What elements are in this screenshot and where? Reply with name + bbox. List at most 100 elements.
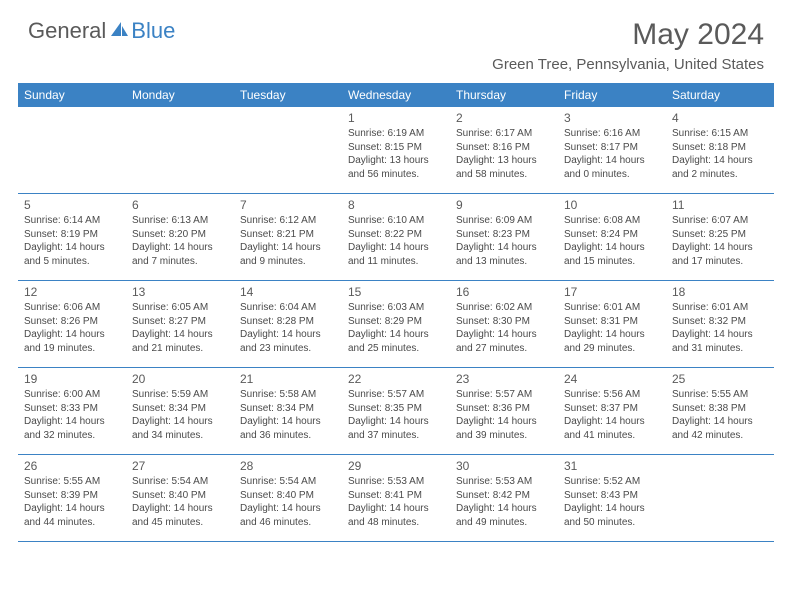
day-sunrise: Sunrise: 5:53 AM bbox=[456, 475, 554, 489]
day-daylight1: Daylight: 14 hours bbox=[564, 154, 662, 168]
day-daylight1: Daylight: 14 hours bbox=[348, 241, 446, 255]
day-daylight2: and 25 minutes. bbox=[348, 342, 446, 356]
day-daylight1: Daylight: 14 hours bbox=[240, 415, 338, 429]
day-daylight2: and 23 minutes. bbox=[240, 342, 338, 356]
day-sunset: Sunset: 8:30 PM bbox=[456, 315, 554, 329]
title-block: May 2024 Green Tree, Pennsylvania, Unite… bbox=[492, 18, 764, 73]
day-number: 19 bbox=[24, 371, 122, 387]
header: General Blue May 2024 Green Tree, Pennsy… bbox=[0, 0, 792, 77]
day-daylight2: and 21 minutes. bbox=[132, 342, 230, 356]
day-daylight2: and 48 minutes. bbox=[348, 516, 446, 530]
day-cell: 11Sunrise: 6:07 AMSunset: 8:25 PMDayligh… bbox=[666, 194, 774, 280]
month-title: May 2024 bbox=[492, 18, 764, 52]
day-cell: 27Sunrise: 5:54 AMSunset: 8:40 PMDayligh… bbox=[126, 455, 234, 541]
day-sunset: Sunset: 8:23 PM bbox=[456, 228, 554, 242]
day-sunset: Sunset: 8:43 PM bbox=[564, 489, 662, 503]
day-header-row: Sunday Monday Tuesday Wednesday Thursday… bbox=[18, 84, 774, 107]
day-sunrise: Sunrise: 5:59 AM bbox=[132, 388, 230, 402]
day-cell: 31Sunrise: 5:52 AMSunset: 8:43 PMDayligh… bbox=[558, 455, 666, 541]
day-sunset: Sunset: 8:33 PM bbox=[24, 402, 122, 416]
logo-sail-icon bbox=[109, 20, 129, 43]
day-header-saturday: Saturday bbox=[666, 84, 774, 107]
day-daylight2: and 15 minutes. bbox=[564, 255, 662, 269]
day-sunset: Sunset: 8:26 PM bbox=[24, 315, 122, 329]
day-number: 29 bbox=[348, 458, 446, 474]
day-header-tuesday: Tuesday bbox=[234, 84, 342, 107]
day-daylight1: Daylight: 14 hours bbox=[456, 241, 554, 255]
day-sunset: Sunset: 8:34 PM bbox=[240, 402, 338, 416]
day-daylight1: Daylight: 14 hours bbox=[348, 502, 446, 516]
week-row: 19Sunrise: 6:00 AMSunset: 8:33 PMDayligh… bbox=[18, 368, 774, 455]
day-number: 18 bbox=[672, 284, 770, 300]
day-sunset: Sunset: 8:18 PM bbox=[672, 141, 770, 155]
day-sunrise: Sunrise: 5:54 AM bbox=[132, 475, 230, 489]
weeks-container: 1Sunrise: 6:19 AMSunset: 8:15 PMDaylight… bbox=[18, 107, 774, 542]
day-number: 12 bbox=[24, 284, 122, 300]
day-daylight1: Daylight: 13 hours bbox=[348, 154, 446, 168]
day-daylight2: and 27 minutes. bbox=[456, 342, 554, 356]
day-daylight2: and 17 minutes. bbox=[672, 255, 770, 269]
day-daylight2: and 37 minutes. bbox=[348, 429, 446, 443]
day-sunrise: Sunrise: 6:08 AM bbox=[564, 214, 662, 228]
day-number: 15 bbox=[348, 284, 446, 300]
day-number: 3 bbox=[564, 110, 662, 126]
day-sunrise: Sunrise: 6:07 AM bbox=[672, 214, 770, 228]
day-daylight1: Daylight: 14 hours bbox=[672, 415, 770, 429]
day-daylight2: and 11 minutes. bbox=[348, 255, 446, 269]
day-daylight1: Daylight: 14 hours bbox=[240, 241, 338, 255]
day-sunset: Sunset: 8:31 PM bbox=[564, 315, 662, 329]
day-daylight2: and 9 minutes. bbox=[240, 255, 338, 269]
day-daylight2: and 34 minutes. bbox=[132, 429, 230, 443]
day-sunrise: Sunrise: 6:01 AM bbox=[672, 301, 770, 315]
day-number: 17 bbox=[564, 284, 662, 300]
day-number: 28 bbox=[240, 458, 338, 474]
day-number: 16 bbox=[456, 284, 554, 300]
day-daylight2: and 45 minutes. bbox=[132, 516, 230, 530]
day-sunset: Sunset: 8:27 PM bbox=[132, 315, 230, 329]
day-number: 1 bbox=[348, 110, 446, 126]
day-cell: 23Sunrise: 5:57 AMSunset: 8:36 PMDayligh… bbox=[450, 368, 558, 454]
day-daylight2: and 46 minutes. bbox=[240, 516, 338, 530]
day-cell: 7Sunrise: 6:12 AMSunset: 8:21 PMDaylight… bbox=[234, 194, 342, 280]
day-cell: 4Sunrise: 6:15 AMSunset: 8:18 PMDaylight… bbox=[666, 107, 774, 193]
day-daylight1: Daylight: 14 hours bbox=[24, 415, 122, 429]
day-sunrise: Sunrise: 5:57 AM bbox=[456, 388, 554, 402]
day-daylight1: Daylight: 14 hours bbox=[24, 241, 122, 255]
day-header-monday: Monday bbox=[126, 84, 234, 107]
day-sunset: Sunset: 8:40 PM bbox=[132, 489, 230, 503]
day-sunset: Sunset: 8:38 PM bbox=[672, 402, 770, 416]
week-row: 1Sunrise: 6:19 AMSunset: 8:15 PMDaylight… bbox=[18, 107, 774, 194]
day-header-sunday: Sunday bbox=[18, 84, 126, 107]
day-daylight1: Daylight: 14 hours bbox=[564, 415, 662, 429]
day-cell: 13Sunrise: 6:05 AMSunset: 8:27 PMDayligh… bbox=[126, 281, 234, 367]
logo: General Blue bbox=[28, 18, 175, 44]
day-cell: 24Sunrise: 5:56 AMSunset: 8:37 PMDayligh… bbox=[558, 368, 666, 454]
day-sunset: Sunset: 8:24 PM bbox=[564, 228, 662, 242]
day-sunset: Sunset: 8:20 PM bbox=[132, 228, 230, 242]
day-sunrise: Sunrise: 5:52 AM bbox=[564, 475, 662, 489]
day-sunset: Sunset: 8:42 PM bbox=[456, 489, 554, 503]
day-number: 20 bbox=[132, 371, 230, 387]
day-sunset: Sunset: 8:41 PM bbox=[348, 489, 446, 503]
day-daylight2: and 58 minutes. bbox=[456, 168, 554, 182]
day-sunset: Sunset: 8:28 PM bbox=[240, 315, 338, 329]
day-number: 23 bbox=[456, 371, 554, 387]
day-daylight1: Daylight: 13 hours bbox=[456, 154, 554, 168]
day-cell: 21Sunrise: 5:58 AMSunset: 8:34 PMDayligh… bbox=[234, 368, 342, 454]
day-cell: 10Sunrise: 6:08 AMSunset: 8:24 PMDayligh… bbox=[558, 194, 666, 280]
day-header-friday: Friday bbox=[558, 84, 666, 107]
day-cell: 3Sunrise: 6:16 AMSunset: 8:17 PMDaylight… bbox=[558, 107, 666, 193]
day-sunrise: Sunrise: 6:17 AM bbox=[456, 127, 554, 141]
day-number: 26 bbox=[24, 458, 122, 474]
day-number: 27 bbox=[132, 458, 230, 474]
day-daylight2: and 49 minutes. bbox=[456, 516, 554, 530]
day-daylight2: and 5 minutes. bbox=[24, 255, 122, 269]
day-daylight2: and 41 minutes. bbox=[564, 429, 662, 443]
day-number: 9 bbox=[456, 197, 554, 213]
day-cell: 20Sunrise: 5:59 AMSunset: 8:34 PMDayligh… bbox=[126, 368, 234, 454]
day-sunset: Sunset: 8:15 PM bbox=[348, 141, 446, 155]
week-row: 12Sunrise: 6:06 AMSunset: 8:26 PMDayligh… bbox=[18, 281, 774, 368]
day-number: 5 bbox=[24, 197, 122, 213]
day-daylight2: and 2 minutes. bbox=[672, 168, 770, 182]
day-cell bbox=[126, 107, 234, 193]
